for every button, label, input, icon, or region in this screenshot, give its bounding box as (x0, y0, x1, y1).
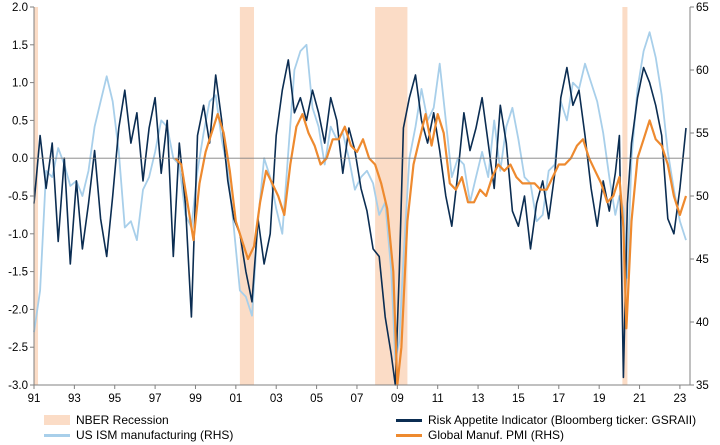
x-tick-label: 93 (68, 393, 81, 405)
series-lines (33, 31, 688, 387)
y-left-tick-label: -2.5 (8, 342, 28, 354)
x-tick-label: 91 (28, 393, 41, 405)
y-right-tick-label: 65 (696, 2, 709, 14)
y-left-tick-label: 2.0 (12, 2, 28, 14)
recession-band-0 (34, 7, 39, 385)
x-tick-label: 09 (391, 393, 404, 405)
tick-labels: 2.0 1.5 1.0 0.5 0.0 -0.5 -1.0 -1.5 -2.0 -2.5 -3.0 6… (8, 2, 709, 405)
recession-band-1 (239, 7, 255, 385)
y-right-tick-label: 45 (696, 254, 709, 266)
y-left-tick-label: -3.0 (8, 380, 28, 392)
axes (30, 6, 694, 389)
x-tick-label: 15 (512, 393, 525, 405)
y-right-tick-label: 40 (696, 317, 709, 329)
x-tick-label: 99 (189, 393, 202, 405)
x-tick-label: 19 (593, 393, 606, 405)
y-right-tick-label: 55 (696, 128, 709, 140)
x-tick-label: 05 (310, 393, 323, 405)
y-right-tick-label: 35 (696, 380, 709, 392)
y-left-tick-label: 0.0 (12, 153, 28, 165)
x-tick-label: 21 (633, 393, 646, 405)
y-left-tick-label: 0.5 (12, 115, 28, 127)
y-right-tick-label: 60 (696, 65, 709, 77)
x-tick-label: 17 (552, 393, 565, 405)
x-tick-label: 01 (229, 393, 242, 405)
y-left-tick-label: 1.0 (12, 78, 28, 90)
series-line-2 (33, 31, 687, 361)
x-tick-label: 07 (351, 393, 364, 405)
x-tick-label: 23 (674, 393, 687, 405)
series-line-1 (33, 59, 687, 386)
x-tick-label: 11 (432, 393, 444, 405)
x-tick-label: 97 (149, 393, 162, 405)
x-tick-label: 95 (108, 393, 121, 405)
series-line-3 (174, 112, 688, 387)
x-tick-label: 03 (270, 393, 283, 405)
recession-band-3 (622, 7, 628, 385)
y-left-tick-label: -1.5 (8, 267, 28, 279)
y-left-tick-label: -1.0 (8, 229, 28, 241)
y-right-tick-label: 50 (696, 191, 709, 203)
x-tick-label: 13 (472, 393, 485, 405)
y-left-tick-label: -2.0 (8, 304, 28, 316)
y-left-tick-label: -0.5 (8, 191, 28, 203)
y-left-tick-label: 1.5 (12, 40, 28, 52)
